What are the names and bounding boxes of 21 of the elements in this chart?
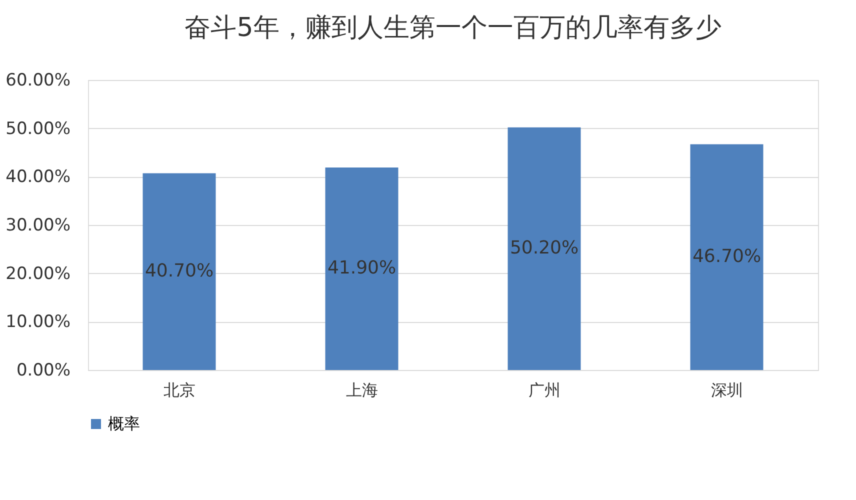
bar [142,173,216,370]
bar [690,144,764,370]
bar [508,127,581,370]
data-label: 41.90% [327,258,396,279]
y-tick-label: 40.00% [6,167,70,188]
data-label: 40.70% [144,260,214,282]
x-tick-label: 广州 [528,380,560,400]
bar [325,167,398,370]
x-tick-label: 上海 [346,380,378,400]
data-label: 50.20% [510,238,579,259]
data-label: 46.70% [692,246,762,268]
legend-label: 概率 [108,414,140,433]
y-tick-label: 10.00% [6,312,70,332]
x-tick-label: 北京 [163,380,196,400]
chart-title: 奋斗5年，赚到人生第一个一百万的几率有多少 [184,13,722,43]
y-tick-label: 0.00% [16,360,70,380]
x-tick-label: 深圳 [710,380,743,400]
y-tick-label: 50.00% [6,118,70,139]
y-tick-label: 20.00% [6,264,70,284]
y-tick-label: 60.00% [6,70,70,90]
y-tick-label: 30.00% [6,216,70,236]
